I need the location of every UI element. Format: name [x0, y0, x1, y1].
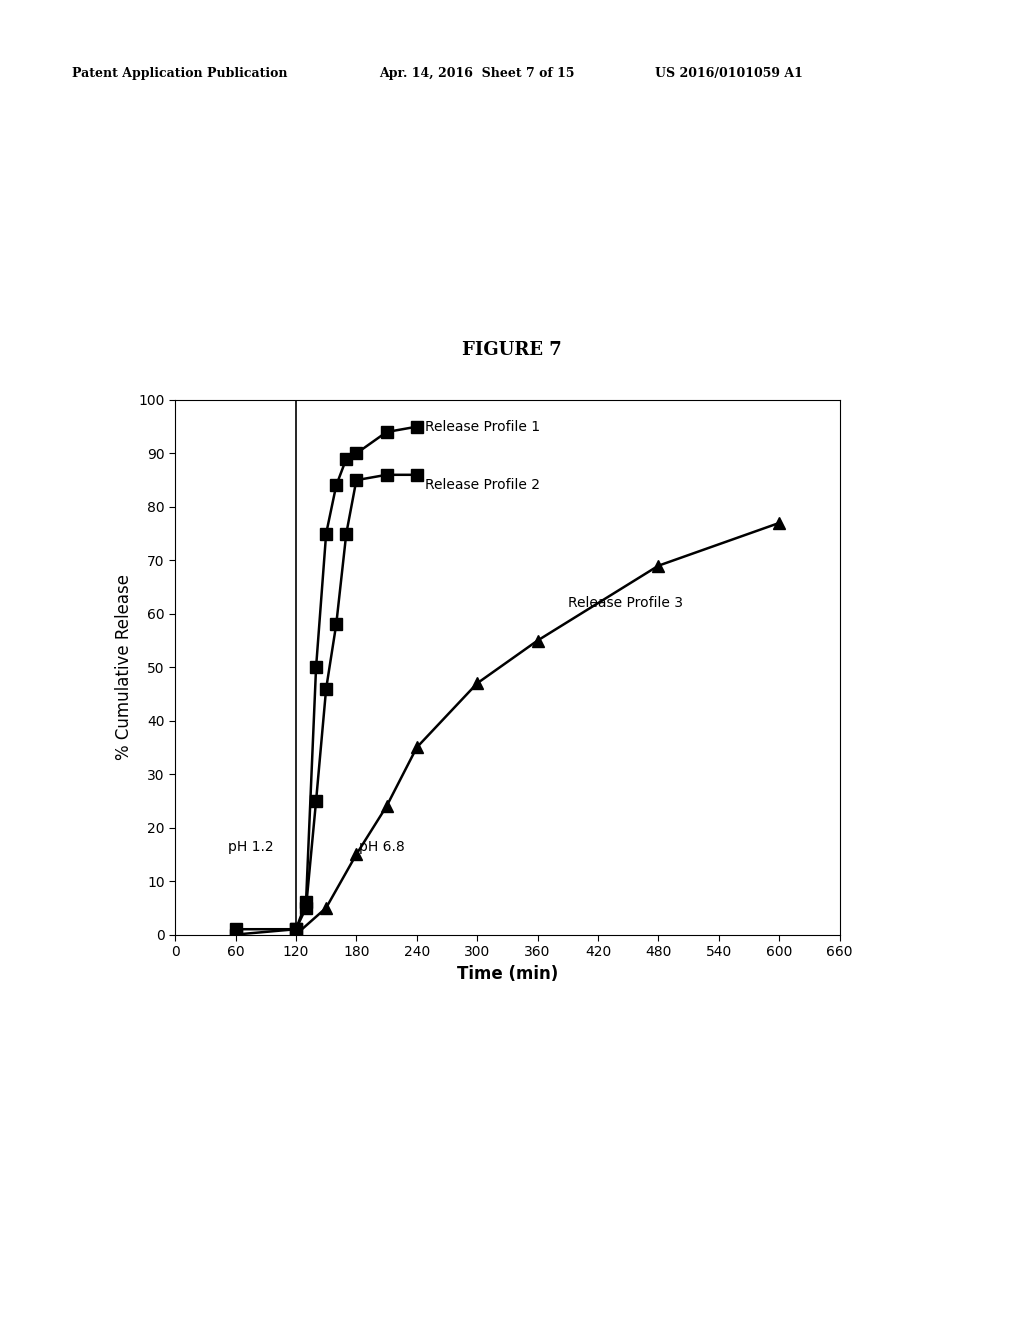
Text: FIGURE 7: FIGURE 7	[462, 341, 562, 359]
X-axis label: Time (min): Time (min)	[457, 965, 558, 982]
Y-axis label: % Cumulative Release: % Cumulative Release	[115, 574, 133, 760]
Text: Apr. 14, 2016  Sheet 7 of 15: Apr. 14, 2016 Sheet 7 of 15	[379, 67, 574, 81]
Text: US 2016/0101059 A1: US 2016/0101059 A1	[655, 67, 803, 81]
Text: pH 6.8: pH 6.8	[358, 841, 404, 854]
Text: pH 1.2: pH 1.2	[227, 841, 273, 854]
Text: Release Profile 1: Release Profile 1	[425, 420, 540, 434]
Text: Release Profile 3: Release Profile 3	[568, 597, 683, 610]
Text: Release Profile 2: Release Profile 2	[425, 478, 540, 492]
Text: Patent Application Publication: Patent Application Publication	[72, 67, 287, 81]
